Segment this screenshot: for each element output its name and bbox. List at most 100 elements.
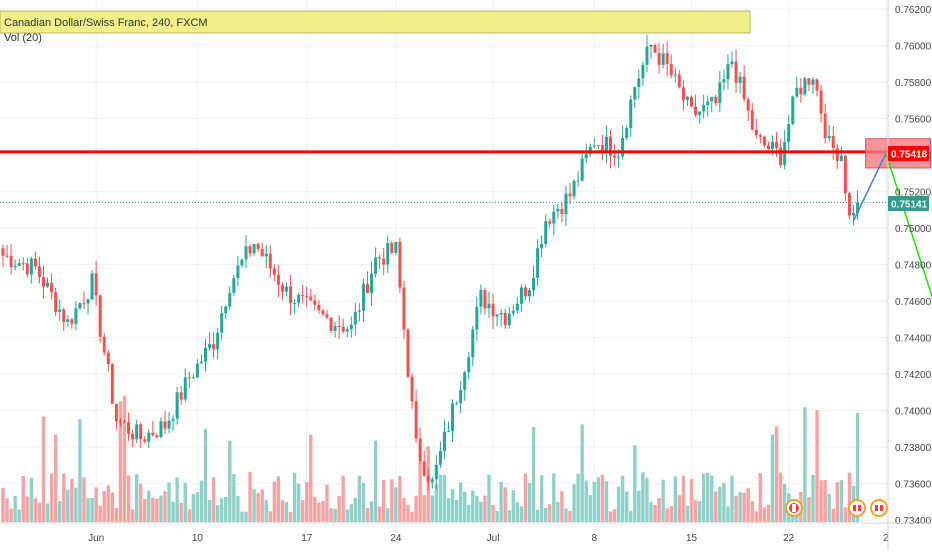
- y-tick-label: 0.75800: [895, 78, 932, 89]
- candle-body: [349, 324, 353, 330]
- volume-bar: [5, 498, 9, 522]
- candle-body: [353, 311, 357, 325]
- candle-body: [280, 284, 284, 292]
- volume-bar: [313, 496, 317, 522]
- candle-body: [515, 303, 519, 311]
- candle-body: [856, 202, 860, 214]
- volume-bar: [130, 509, 135, 522]
- candle-body: [766, 145, 770, 150]
- volume-bar: [203, 428, 208, 522]
- volume-bar: [803, 407, 807, 522]
- candle-body: [758, 135, 762, 137]
- candle-body: [70, 319, 74, 324]
- volume-bar: [58, 500, 62, 522]
- candle-body: [42, 277, 45, 287]
- volume-bar: [641, 472, 645, 522]
- candle-body: [135, 424, 139, 440]
- volume-bar: [349, 504, 353, 522]
- x-tick-label: 8: [592, 533, 598, 544]
- candle-body: [540, 244, 544, 249]
- candle-body: [596, 145, 600, 147]
- y-tick-label: 0.73600: [895, 480, 932, 491]
- volume-bar: [21, 475, 25, 522]
- x-tick-label: 17: [301, 533, 313, 544]
- canada-flag-event-icon[interactable]: [785, 499, 803, 517]
- candle-body: [293, 302, 297, 304]
- candle-body: [471, 329, 475, 358]
- volume-bar: [454, 500, 459, 522]
- candle-body: [811, 79, 815, 85]
- candle-body: [556, 209, 560, 212]
- canada-flag-event-icon[interactable]: [870, 499, 888, 517]
- candle-body: [37, 266, 41, 278]
- candle-body: [422, 461, 426, 476]
- candle-body: [438, 450, 442, 465]
- volume-bar: [167, 482, 171, 522]
- volume-bar: [774, 426, 779, 522]
- candle-body: [483, 289, 487, 309]
- volume-bar: [831, 508, 835, 522]
- highlight-box[interactable]: [0, 10, 751, 34]
- canada-flag-event-icon[interactable]: [848, 499, 866, 517]
- candle-body: [313, 300, 317, 305]
- candle-body: [499, 312, 503, 315]
- volume-bar: [33, 498, 38, 522]
- volume-bar: [353, 497, 358, 522]
- volume-bars: [1, 395, 860, 522]
- volume-bar: [179, 503, 183, 522]
- volume-bar: [450, 489, 455, 522]
- candle-body: [544, 221, 548, 245]
- volume-bar: [584, 480, 588, 522]
- candle-body: [244, 246, 248, 260]
- candle-body: [74, 308, 78, 324]
- candle-body: [564, 193, 568, 214]
- candle-body: [588, 146, 592, 155]
- volume-bar: [390, 479, 394, 522]
- candle-body: [572, 180, 576, 197]
- candle-body: [552, 211, 556, 224]
- volume-bar: [746, 488, 750, 522]
- candle-body: [710, 96, 714, 102]
- candle-body: [370, 273, 374, 294]
- volume-bar: [681, 475, 686, 522]
- volume-bar: [143, 498, 147, 522]
- volume-bar: [523, 473, 528, 522]
- candle-body: [78, 303, 82, 309]
- candle-body: [633, 87, 637, 100]
- x-tick-label: Jul: [487, 533, 500, 544]
- volume-bar: [292, 472, 297, 522]
- candle-body: [694, 106, 698, 116]
- volume-bar: [539, 475, 544, 522]
- volume-bar: [321, 500, 325, 522]
- volume-bar: [199, 480, 204, 522]
- volume-bar: [677, 495, 682, 522]
- candle-body: [722, 79, 726, 83]
- candle-body: [106, 352, 110, 365]
- volume-bar: [855, 413, 860, 522]
- volume-bar: [556, 502, 560, 522]
- volume-bar: [37, 502, 42, 522]
- candle-body: [309, 296, 313, 301]
- volume-bar: [463, 491, 467, 522]
- candle-body: [669, 63, 673, 76]
- candle-body: [382, 258, 386, 265]
- volume-bar: [382, 479, 386, 522]
- candle-body: [110, 364, 114, 404]
- candle-body: [410, 376, 414, 402]
- volume-bar: [548, 504, 552, 522]
- volume-bar: [305, 482, 309, 522]
- volume-bar: [608, 511, 613, 522]
- volume-bar: [661, 479, 665, 522]
- volume-bar: [572, 484, 576, 522]
- candle-body: [131, 433, 135, 440]
- candle-body: [673, 74, 677, 76]
- candle-body: [839, 155, 843, 162]
- volume-bar: [122, 395, 127, 522]
- volume-bar: [329, 508, 333, 522]
- candle-body: [430, 479, 434, 483]
- volume-bar: [758, 473, 763, 522]
- candle-body: [268, 253, 272, 269]
